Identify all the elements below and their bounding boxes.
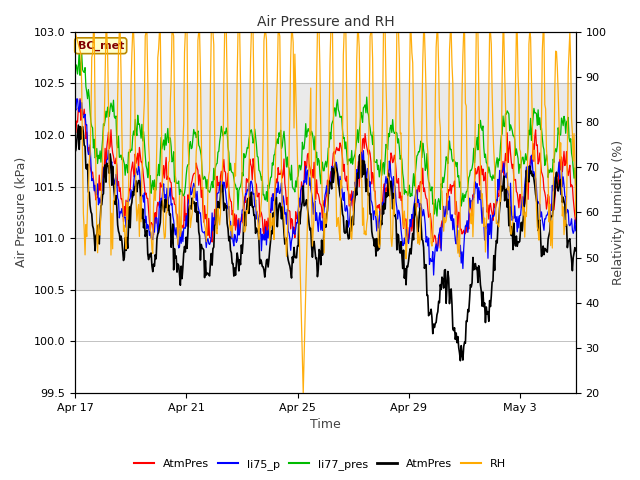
- Legend: AtmPres, li75_p, li77_pres, AtmPres, RH: AtmPres, li75_p, li77_pres, AtmPres, RH: [130, 455, 510, 474]
- Text: BC_met: BC_met: [77, 41, 124, 51]
- X-axis label: Time: Time: [310, 419, 340, 432]
- Bar: [75, 83, 576, 290]
- Y-axis label: Relativity Humidity (%): Relativity Humidity (%): [612, 140, 625, 285]
- Y-axis label: Air Pressure (kPa): Air Pressure (kPa): [15, 157, 28, 267]
- Title: Air Pressure and RH: Air Pressure and RH: [257, 15, 394, 29]
